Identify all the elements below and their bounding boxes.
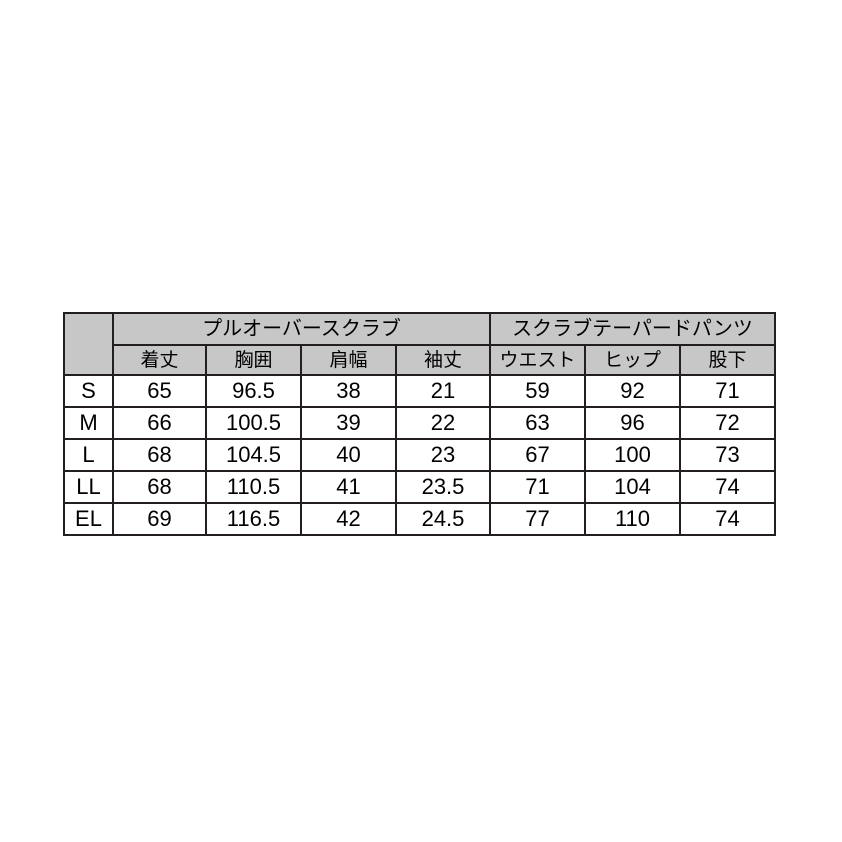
cell-shoulder: 42	[300, 502, 397, 536]
column-header-inseam: 股下	[679, 344, 776, 376]
cell-hip: 100	[584, 438, 681, 472]
cell-waist: 77	[489, 502, 586, 536]
column-header-row: 着丈 胸囲 肩幅 袖丈 ウエスト ヒップ 股下	[64, 344, 776, 376]
cell-sleeve: 22	[395, 406, 491, 440]
row-size-label: EL	[63, 502, 114, 536]
table-header: プルオーバースクラブ スクラブテーパードパンツ 着丈 胸囲 肩幅 袖丈 ウエスト…	[63, 312, 776, 376]
table-row: L 68 104.5 40 23 67 100 73	[63, 438, 776, 472]
cell-inseam: 72	[679, 406, 776, 440]
cell-waist: 67	[489, 438, 586, 472]
cell-chest: 116.5	[205, 502, 302, 536]
cell-shoulder: 41	[300, 470, 397, 504]
column-header-chest: 胸囲	[205, 344, 302, 376]
table-row: LL 68 110.5 41 23.5 71 104 74	[63, 470, 776, 504]
table-body: S 65 96.5 38 21 59 92 71 M 66 100.5 39 2…	[63, 374, 776, 536]
table-row: S 65 96.5 38 21 59 92 71	[63, 374, 776, 408]
cell-chest: 100.5	[205, 406, 302, 440]
cell-shoulder: 39	[300, 406, 397, 440]
cell-sleeve: 24.5	[395, 502, 491, 536]
cell-sleeve: 21	[395, 374, 491, 408]
cell-chest: 110.5	[205, 470, 302, 504]
size-chart-table: プルオーバースクラブ スクラブテーパードパンツ 着丈 胸囲 肩幅 袖丈 ウエスト…	[63, 312, 776, 536]
cell-chest: 104.5	[205, 438, 302, 472]
cell-length: 68	[112, 438, 207, 472]
column-header-shoulder: 肩幅	[300, 344, 397, 376]
cell-sleeve: 23.5	[395, 470, 491, 504]
cell-inseam: 71	[679, 374, 776, 408]
row-size-label: L	[63, 438, 114, 472]
cell-inseam: 74	[679, 470, 776, 504]
cell-sleeve: 23	[395, 438, 491, 472]
group-header-top: プルオーバースクラブ	[112, 312, 491, 346]
group-header-bottom: スクラブテーパードパンツ	[489, 312, 776, 346]
cell-hip: 96	[584, 406, 681, 440]
table-row: EL 69 116.5 42 24.5 77 110 74	[63, 502, 776, 536]
corner-cell	[63, 312, 114, 376]
column-header-length: 着丈	[112, 344, 207, 376]
cell-length: 69	[112, 502, 207, 536]
cell-shoulder: 40	[300, 438, 397, 472]
cell-shoulder: 38	[300, 374, 397, 408]
table-row: M 66 100.5 39 22 63 96 72	[63, 406, 776, 440]
cell-length: 66	[112, 406, 207, 440]
cell-length: 65	[112, 374, 207, 408]
cell-waist: 71	[489, 470, 586, 504]
size-chart-container: プルオーバースクラブ スクラブテーパードパンツ 着丈 胸囲 肩幅 袖丈 ウエスト…	[63, 312, 776, 536]
row-size-label: S	[63, 374, 114, 408]
group-header-row: プルオーバースクラブ スクラブテーパードパンツ	[63, 312, 776, 376]
cell-waist: 59	[489, 374, 586, 408]
column-header-sleeve: 袖丈	[395, 344, 491, 376]
column-header-hip: ヒップ	[584, 344, 681, 376]
cell-chest: 96.5	[205, 374, 302, 408]
cell-inseam: 74	[679, 502, 776, 536]
cell-length: 68	[112, 470, 207, 504]
row-size-label: M	[63, 406, 114, 440]
cell-waist: 63	[489, 406, 586, 440]
cell-hip: 104	[584, 470, 681, 504]
cell-inseam: 73	[679, 438, 776, 472]
cell-hip: 92	[584, 374, 681, 408]
cell-hip: 110	[584, 502, 681, 536]
column-header-waist: ウエスト	[489, 344, 586, 376]
row-size-label: LL	[63, 470, 114, 504]
